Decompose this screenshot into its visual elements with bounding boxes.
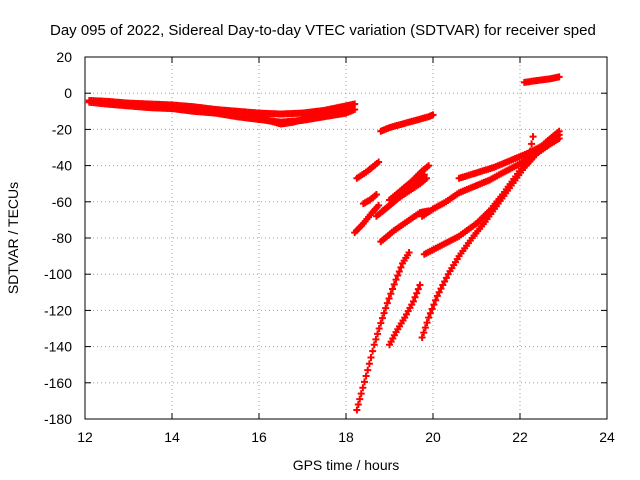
y-tick-label: -40: [52, 158, 72, 174]
y-tick-label: -140: [44, 339, 72, 355]
x-tick-label: 16: [251, 429, 267, 445]
data-point: [430, 301, 438, 309]
series-arc-8: [351, 201, 383, 237]
x-tick-label: 20: [425, 429, 441, 445]
x-tick-label: 22: [512, 429, 528, 445]
y-tick-label: 0: [64, 85, 72, 101]
data-point: [365, 360, 373, 368]
data-point: [441, 277, 449, 285]
plot-frame: [84, 56, 608, 420]
data-point: [362, 372, 370, 380]
data-point: [375, 325, 383, 332]
data-point: [382, 304, 390, 312]
data-point: [433, 292, 441, 300]
data-point: [414, 285, 422, 293]
data-point: [411, 293, 419, 301]
series-arc-13: [353, 248, 413, 414]
data-point: [394, 272, 402, 280]
data-point: [390, 280, 398, 288]
data-point: [429, 111, 437, 119]
series-arc-6: [379, 171, 428, 215]
x-tick-label: 14: [164, 429, 180, 445]
x-axis-label: GPS time / hours: [293, 457, 400, 473]
data-point: [418, 334, 426, 342]
data-point: [387, 290, 395, 298]
data-point: [555, 73, 563, 81]
data-point: [359, 384, 367, 392]
data-marks: [85, 73, 563, 414]
series-arc-2: [377, 111, 437, 135]
data-point: [555, 134, 563, 142]
data-point: [372, 335, 380, 343]
x-tick-label: 18: [338, 429, 354, 445]
data-point: [374, 330, 382, 338]
data-point: [426, 309, 434, 317]
data-point: [380, 309, 388, 317]
y-tick-label: -100: [44, 266, 72, 282]
y-tick-label: -120: [44, 302, 72, 318]
series-arc-4: [359, 191, 380, 208]
data-point: [529, 133, 537, 141]
data-point: [528, 140, 536, 148]
chart-title: Day 095 of 2022, Sidereal Day-to-day VTE…: [50, 22, 596, 39]
data-point: [409, 297, 417, 305]
series-arc-12: [420, 133, 537, 258]
y-tick-label: -80: [52, 230, 72, 246]
data-point: [357, 390, 365, 398]
y-tick-label: 20: [56, 49, 72, 65]
data-point: [375, 201, 383, 209]
y-tick-label: -180: [44, 411, 72, 427]
data-point: [351, 105, 359, 113]
data-point: [397, 263, 405, 271]
data-point: [367, 353, 375, 361]
data-point: [435, 288, 443, 296]
series-arc-1c: [246, 104, 350, 128]
data-point: [423, 319, 431, 327]
axis-ticks: 12 14 16 18 20 22 24 20 0 -20 -40 -60 -80 -100 -120 -14…: [44, 49, 615, 445]
data-point: [378, 314, 386, 322]
data-point: [375, 158, 383, 166]
series-arc-14: [386, 281, 424, 349]
data-point: [377, 319, 385, 327]
data-point: [413, 289, 421, 297]
data-point: [369, 347, 377, 355]
data-point: [439, 281, 447, 289]
x-tick-label: 12: [77, 429, 93, 445]
data-point: [360, 378, 368, 386]
series-arc-15: [418, 134, 563, 342]
data-point: [420, 329, 428, 337]
series-arc-7: [386, 162, 433, 204]
data-point: [356, 395, 364, 403]
x-tick-label: 24: [599, 429, 615, 445]
data-point: [354, 401, 362, 409]
data-point: [432, 296, 440, 304]
data-point: [437, 285, 445, 293]
data-point: [342, 104, 350, 112]
data-point: [526, 147, 534, 155]
data-point: [395, 267, 403, 275]
y-axis-label: SDTVAR / TECUs: [5, 182, 21, 294]
y-tick-label: -60: [52, 194, 72, 210]
y-tick-label: -20: [52, 121, 72, 137]
data-point: [370, 341, 378, 349]
data-point: [372, 191, 380, 199]
data-point: [416, 281, 424, 289]
data-point: [383, 299, 391, 307]
data-point: [425, 162, 433, 170]
data-point: [442, 274, 450, 282]
data-point: [425, 314, 433, 322]
data-point: [392, 276, 400, 284]
data-point: [385, 294, 393, 302]
data-point: [389, 285, 397, 293]
data-point: [405, 248, 413, 256]
series-arc-16: [520, 73, 563, 86]
data-point: [353, 406, 361, 414]
data-point: [428, 305, 436, 313]
series-arc-3: [353, 158, 383, 182]
data-point: [421, 324, 429, 332]
y-tick-label: -160: [44, 375, 72, 391]
data-point: [364, 366, 372, 374]
